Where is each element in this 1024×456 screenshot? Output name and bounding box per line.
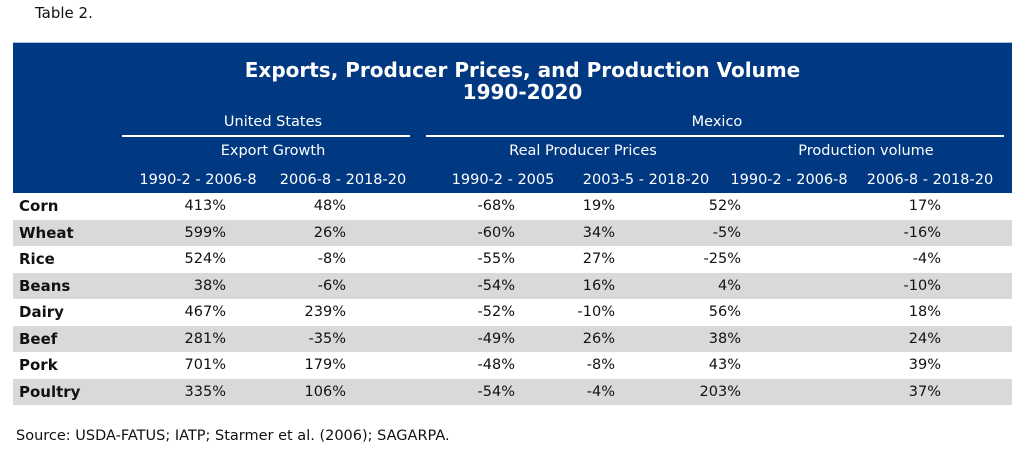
table-cell: 701% xyxy=(184,357,226,373)
table-cell: 281% xyxy=(184,330,226,347)
table-cell: -35% xyxy=(308,330,346,347)
table-cell: 16% xyxy=(582,277,615,294)
row-label: Beans xyxy=(19,276,71,295)
row-label: Corn xyxy=(19,197,59,215)
source-note: Source: USDA-FATUS; IATP; Starmer et al.… xyxy=(16,428,450,444)
table-cell: 203% xyxy=(699,383,741,400)
table-cell: -52% xyxy=(477,304,515,320)
row-label: Pork xyxy=(19,356,58,374)
table-cell: -5% xyxy=(712,224,741,241)
table-row: Dairy 467% 239% -52% -10% 56% 18% xyxy=(13,299,1012,326)
table-cell: 524% xyxy=(184,251,226,267)
table-cell: 39% xyxy=(908,357,941,373)
table-row: Wheat 599% 26% -60% 34% -5% -16% xyxy=(13,219,1012,246)
table-cell: 38% xyxy=(193,277,226,294)
table-cell: 106% xyxy=(304,383,346,400)
table-cell: 19% xyxy=(582,198,615,214)
table-cell: -4% xyxy=(586,383,615,400)
column-header: 1990-2 - 2005 xyxy=(451,172,555,188)
table-caption: Table 2. xyxy=(35,4,93,22)
column-header: 1990-2 - 2006-8 xyxy=(139,172,257,188)
group-header-mexico: Mexico xyxy=(691,114,743,130)
table-cell: 17% xyxy=(908,198,941,214)
group-header-us: United States xyxy=(223,114,323,130)
subgroup-real-producer-prices: Real Producer Prices xyxy=(509,143,657,159)
table-cell: -8% xyxy=(586,357,615,373)
table-row: Pork 701% 179% -48% -8% 43% 39% xyxy=(13,352,1012,379)
table-cell: 413% xyxy=(184,198,226,214)
table-row: Corn 413% 48% -68% 19% 52% 17% xyxy=(13,193,1012,220)
table-cell: -16% xyxy=(903,224,941,241)
table-cell: 599% xyxy=(184,224,226,241)
table-body: Corn 413% 48% -68% 19% 52% 17% Wheat 599% 26% -60%… xyxy=(13,193,1012,405)
table-cell: 52% xyxy=(708,198,741,214)
column-header: 2006-8 - 2018-20 xyxy=(866,172,994,188)
table-cell: 467% xyxy=(184,304,226,320)
table-header: Exports, Producer Prices, and Production… xyxy=(13,42,1012,193)
table-cell: -6% xyxy=(317,277,346,294)
table-cell: 179% xyxy=(304,357,346,373)
group-rule-us xyxy=(122,135,410,137)
table-row: Poultry 335% 106% -54% -4% 203% 37% xyxy=(13,378,1012,405)
column-header: 1990-2 - 2006-8 xyxy=(730,172,848,188)
table-cell: 34% xyxy=(582,224,615,241)
table-cell: 24% xyxy=(908,330,941,347)
table-cell: 56% xyxy=(708,304,741,320)
table-cell: -48% xyxy=(477,357,515,373)
table-cell: 26% xyxy=(582,330,615,347)
table-cell: -68% xyxy=(477,198,515,214)
table-cell: 27% xyxy=(582,251,615,267)
table-cell: 26% xyxy=(313,224,346,241)
table-title-line1: Exports, Producer Prices, and Production… xyxy=(244,58,801,82)
table-cell: 239% xyxy=(304,304,346,320)
column-header: 2003-5 - 2018-20 xyxy=(582,172,710,188)
table-cell: 48% xyxy=(313,198,346,214)
table-row: Beef 281% -35% -49% 26% 38% 24% xyxy=(13,325,1012,352)
table-cell: -10% xyxy=(577,304,615,320)
table-cell: -10% xyxy=(903,277,941,294)
group-rule-mexico xyxy=(426,135,1004,137)
table-cell: 37% xyxy=(908,383,941,400)
table-cell: 335% xyxy=(184,383,226,400)
table-title-line2: 1990-2020 xyxy=(462,80,583,104)
subgroup-export-growth: Export Growth xyxy=(220,143,326,159)
table-cell: -25% xyxy=(703,251,741,267)
table-cell: -4% xyxy=(912,251,941,267)
table-cell: -49% xyxy=(477,330,515,347)
table-cell: -55% xyxy=(477,251,515,267)
row-label: Rice xyxy=(19,250,55,268)
table-row: Rice 524% -8% -55% 27% -25% -4% xyxy=(13,246,1012,273)
table-cell: 38% xyxy=(708,330,741,347)
table-cell: -54% xyxy=(477,383,515,400)
row-label: Wheat xyxy=(19,223,74,242)
row-label: Beef xyxy=(19,329,58,348)
table-cell: 4% xyxy=(717,277,741,294)
table-cell: 43% xyxy=(708,357,741,373)
table-row: Beans 38% -6% -54% 16% 4% -10% xyxy=(13,272,1012,299)
row-label: Poultry xyxy=(19,382,81,401)
table-cell: -54% xyxy=(477,277,515,294)
column-header: 2006-8 - 2018-20 xyxy=(279,172,407,188)
subgroup-production-volume: Production volume xyxy=(798,143,934,159)
table-cell: -60% xyxy=(477,224,515,241)
table-cell: 18% xyxy=(908,304,941,320)
table-cell: -8% xyxy=(317,251,346,267)
row-label: Dairy xyxy=(19,303,64,321)
